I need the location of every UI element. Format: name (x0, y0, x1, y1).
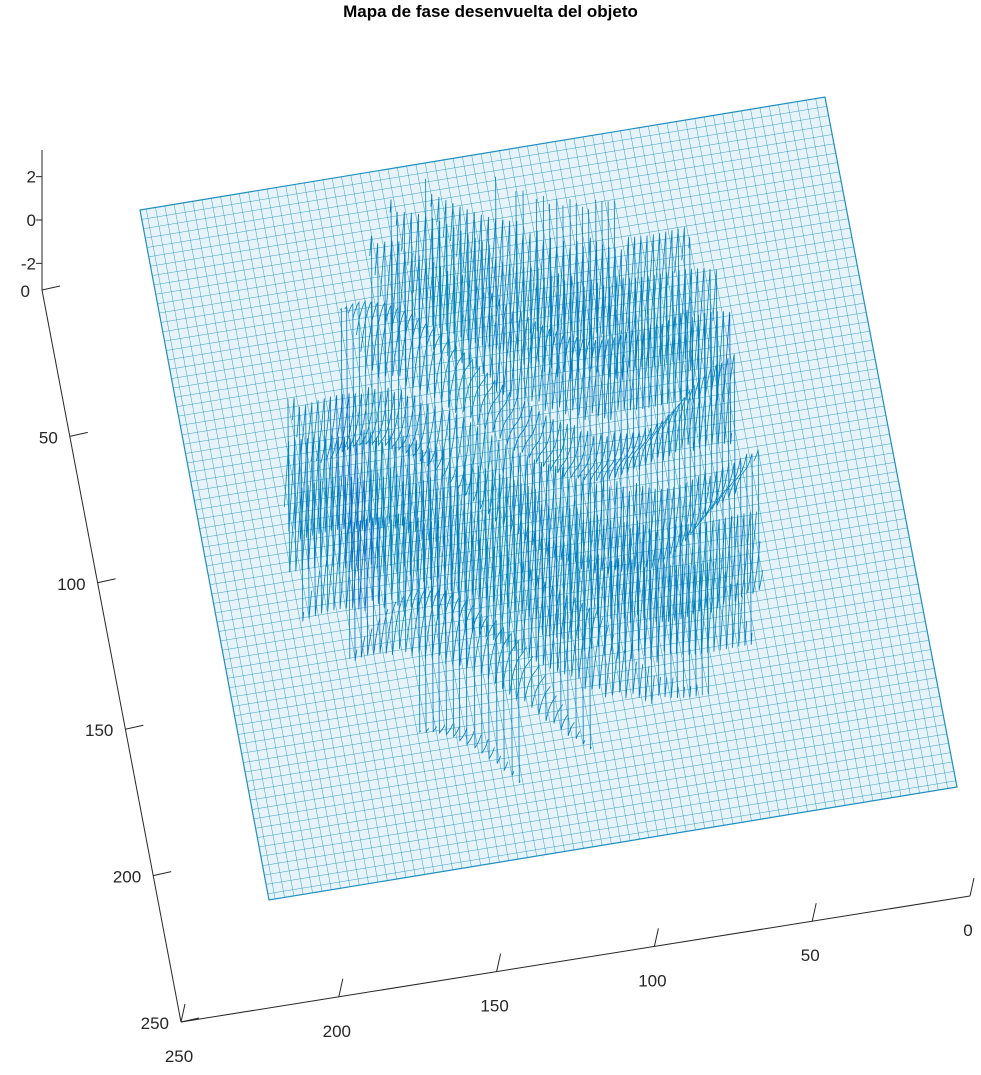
y-tick (180, 1017, 200, 1023)
y-tick-label: 100 (57, 575, 85, 594)
surface-ridge-line (306, 402, 336, 612)
surface-ridge-line (712, 269, 761, 594)
y-tick-label: 50 (39, 428, 58, 447)
surface-ridge-line (310, 400, 343, 611)
surface-ridge-line (613, 200, 685, 698)
x-tick-label: 200 (323, 1022, 351, 1041)
surface-ridge-line (601, 200, 674, 698)
surface-ridge-line (633, 236, 703, 696)
x-tick (653, 928, 659, 947)
surface-ridge-line (425, 178, 515, 776)
surface-ridge-line (582, 206, 655, 704)
surface-ridge-line (360, 301, 430, 734)
y-tick (97, 578, 116, 584)
surface-ridge-line (442, 199, 533, 701)
y-tick-label: 150 (85, 721, 113, 740)
surface-ridge-line (575, 203, 650, 702)
surface-ridge-line (475, 214, 564, 724)
surface-ridge-line (640, 235, 709, 695)
surface-ridge-line (352, 300, 414, 650)
y-tick (41, 285, 61, 291)
surface-ridge-line (660, 231, 726, 651)
x-tick-label: 100 (638, 971, 666, 990)
surface-ridge-line (300, 404, 328, 614)
x-tick-label: 50 (801, 946, 820, 965)
surface-ridge-line (653, 233, 721, 652)
surface-ridge-line (374, 243, 453, 736)
x-axis-line (180, 895, 971, 1023)
surface-ridge-line (562, 205, 637, 694)
surface-ridge-line (753, 449, 764, 590)
surface-ridge-line (430, 194, 521, 784)
surface-ridge-line (704, 268, 757, 594)
x-tick (180, 1003, 186, 1023)
surface-ridge-line (356, 299, 422, 734)
surface-ridge-line (509, 220, 592, 750)
surface-ridge-line (646, 234, 715, 653)
surface-ridge-line (696, 268, 753, 645)
axes-lines (36, 150, 975, 1023)
surface-ridge-line (543, 195, 621, 696)
surface-ridge-line (287, 399, 305, 622)
x-tick (969, 877, 975, 897)
x-tick (338, 978, 344, 997)
y-tick (125, 724, 144, 730)
surface-ridge-line (320, 396, 358, 661)
surface-ridge-line (723, 311, 732, 445)
surface-ridge-line (481, 216, 569, 730)
surface-ridge-line (607, 201, 679, 699)
surface-ridge-line (325, 394, 366, 658)
surface-ridge-line (330, 393, 373, 656)
surface-ridge-line (344, 305, 397, 654)
y-tick (69, 431, 88, 437)
y-tick (153, 871, 172, 877)
surface-ridge-line (667, 230, 732, 650)
surface-ridge-line (348, 302, 405, 656)
surface-ridge-line (595, 200, 668, 698)
x-tick (811, 903, 817, 922)
y-tick-label: 200 (113, 868, 141, 887)
phase-surface-ridges (283, 176, 764, 784)
surface-ridge-line (389, 199, 475, 746)
surface-ridge-line (412, 213, 501, 764)
surface-ridge-line (468, 212, 557, 721)
z-tick-label: 0 (27, 211, 36, 230)
surface-ridge-line (316, 398, 351, 659)
x-tick (496, 953, 502, 972)
surface-ridge-line (456, 206, 546, 708)
x-tick-label: 250 (165, 1047, 193, 1066)
surface-ridge-line (296, 406, 321, 617)
surface-ridge-line (380, 241, 461, 738)
y-tick-label: 250 (141, 1014, 169, 1033)
z-tick-label: -2 (21, 254, 36, 273)
mesh-lines-rows (145, 96, 958, 900)
surface-ridge-line (364, 302, 438, 733)
surface-ridge-line (495, 176, 581, 740)
tick-labels: 0 50 100 150 200 250 0 50 100 150 200 250 2 0 -2 (21, 168, 973, 1066)
chart-title: Mapa de fase desenvuelta del objeto (343, 2, 638, 21)
surface-ridge-line (529, 230, 609, 689)
z-tick-label: 2 (27, 168, 36, 187)
surface-ridge-line (588, 209, 661, 696)
flat-surface-mesh (139, 96, 958, 901)
surface-ridge-line (502, 220, 586, 745)
x-tick-label: 0 (963, 921, 972, 940)
surface-ridge-line (515, 191, 597, 690)
surface-ridge-line (283, 441, 296, 573)
surface-ridge-line (450, 203, 540, 702)
y-tick-label: 0 (21, 282, 30, 301)
surface-ridge-line (522, 190, 604, 690)
surface-ridge-line (395, 211, 482, 749)
surface-ridge-line (674, 228, 738, 648)
y-axis-line (41, 289, 182, 1023)
surface-ridge-line (621, 236, 692, 698)
surface-ridge-line (340, 307, 389, 654)
x-tick-label: 150 (480, 997, 508, 1016)
